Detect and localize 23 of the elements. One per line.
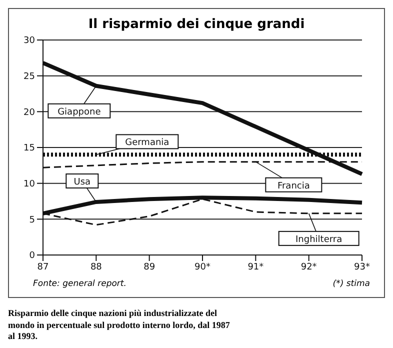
source-note: Fonte: general report. [33,279,126,289]
x-tick-label: 87 [37,262,49,272]
text: (*) stima [332,279,370,289]
y-tick-label: 20 [24,108,36,118]
x-tick-label: 92* [300,262,318,272]
x-tick-label: 93* [354,262,370,272]
x-tick-label: 91* [248,262,264,272]
y-tick-label: 30 [24,36,36,46]
x-tick-label: 88 [90,262,102,272]
y-tick-label: 15 [24,144,35,154]
text: Francia [277,181,310,192]
x-tick-label: 90* [194,262,211,272]
series-label: Germania [125,138,170,148]
text: Inghilterra [296,234,342,245]
chart-title: Il risparmio dei cinque grandi [87,16,306,32]
x-tick-label: 89 [144,262,156,272]
text: Risparmio delle cinque nazioni più industrializzate del mondo in percentuale sul prodotto interno lordo, dal 1987 al 1993. [8,308,231,344]
y-tick-label: 0 [29,251,36,262]
y-tick-label: 25 [24,72,35,82]
legend-label: Giappone [58,107,102,118]
y-tick-label: 10 [24,180,36,190]
y-tick-label: 5 [29,215,35,226]
series-label: Usa [74,177,91,188]
